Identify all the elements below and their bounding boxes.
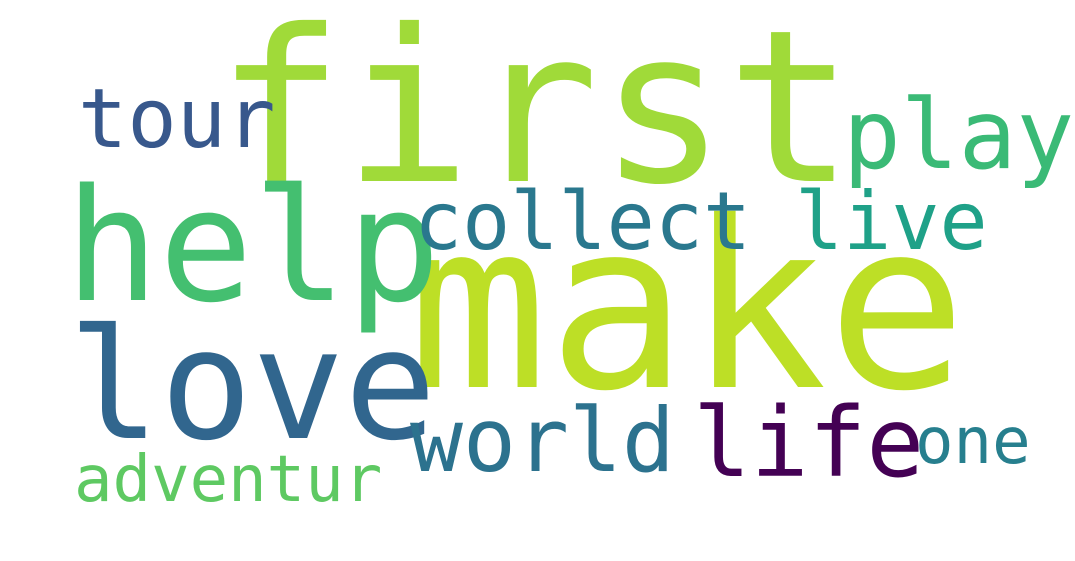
word-first: first [216, 0, 855, 231]
word-one: one [915, 405, 1031, 479]
word-help: help [65, 155, 441, 337]
word-tour: tour [78, 72, 276, 167]
word-play: play [843, 79, 1075, 191]
word-life: life [693, 387, 925, 499]
word-make: make [408, 172, 967, 442]
word-adventur: adventur [74, 443, 383, 517]
word-live: live [795, 175, 988, 268]
word-collect: collect [414, 175, 752, 268]
word-world: world [410, 389, 675, 492]
word-love: love [68, 297, 437, 475]
